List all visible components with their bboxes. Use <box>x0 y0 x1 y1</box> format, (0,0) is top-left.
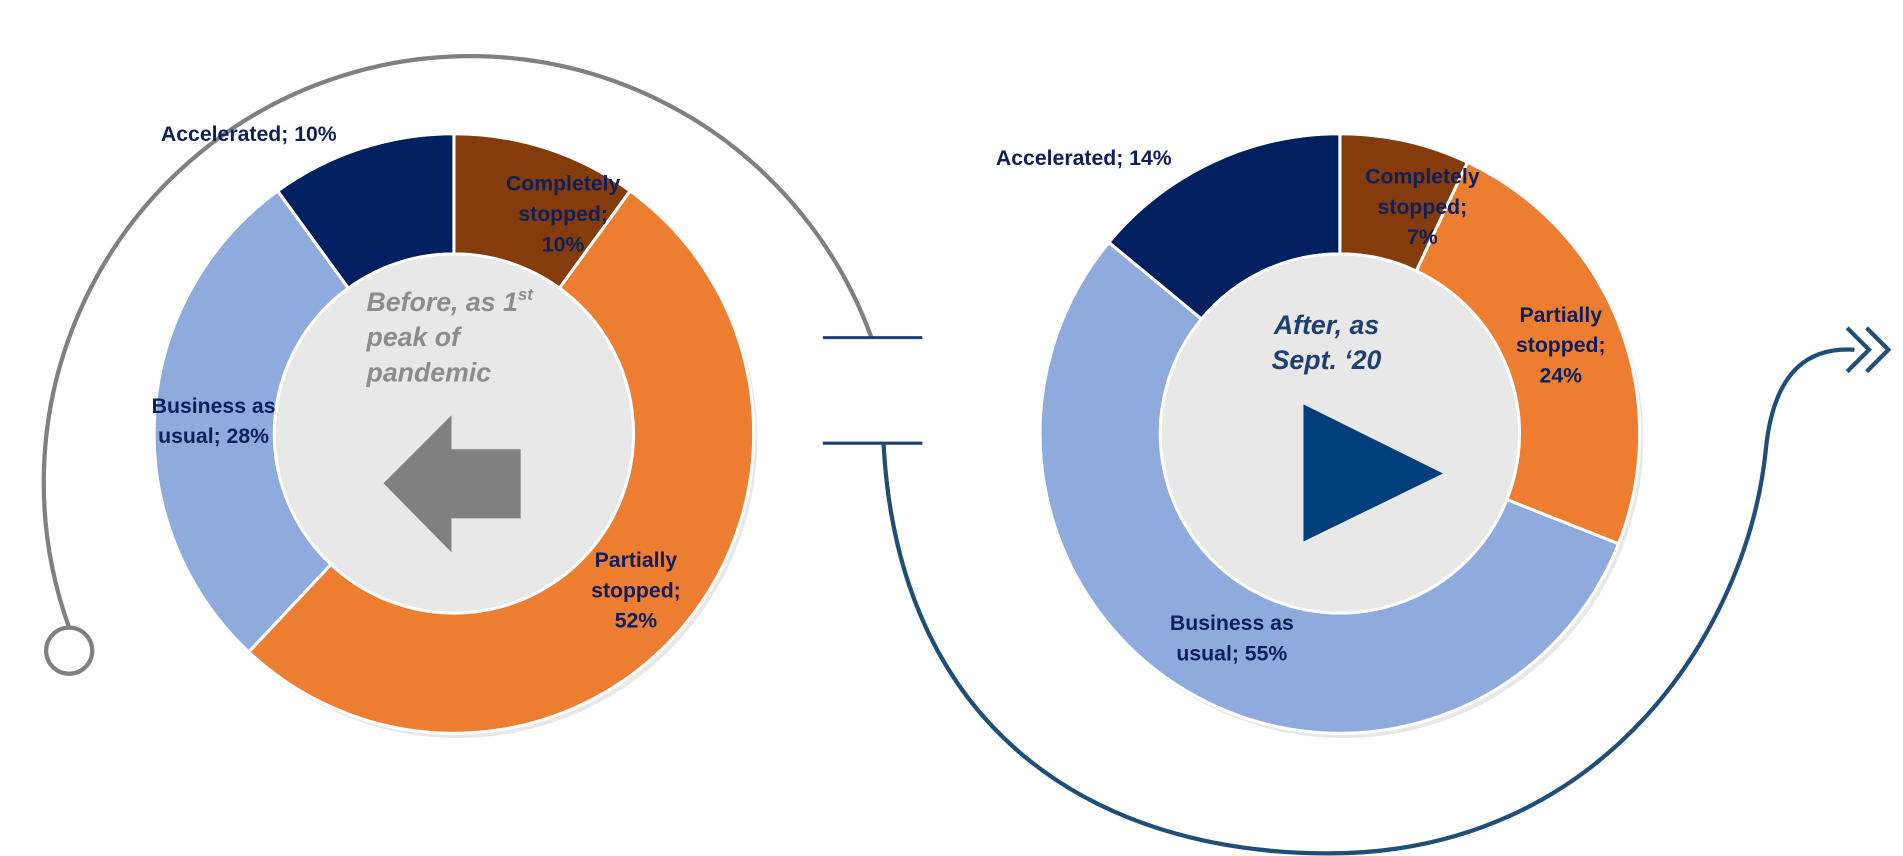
data-label: Accelerated; 10% <box>161 123 337 146</box>
label-line: 10% <box>542 233 585 256</box>
data-label: Partially stopped; 24% <box>1516 304 1606 388</box>
label-line: stopped; <box>591 579 681 602</box>
label-line: Accelerated; 14% <box>996 147 1172 170</box>
label-line: usual; 55% <box>1176 642 1287 665</box>
label-line: Completely <box>506 173 621 196</box>
label-line: Business as <box>152 395 276 418</box>
chevron <box>1845 326 1892 374</box>
label-line: Partially <box>1519 304 1602 327</box>
data-label: Business as usual; 55% <box>1170 612 1294 665</box>
label-line: Business as <box>1170 612 1294 635</box>
data-label: Completely stopped; 10% <box>506 173 621 257</box>
label-line: 7% <box>1407 226 1438 249</box>
label-line: stopped; <box>1516 334 1606 357</box>
start-circle <box>43 625 95 676</box>
donut-segment <box>1038 240 1621 735</box>
donut-segment <box>1106 132 1342 322</box>
label-line: 52% <box>615 610 658 633</box>
data-label: Accelerated; 14% <box>996 147 1172 170</box>
label-line: usual; 28% <box>158 425 269 448</box>
label-line: stopped; <box>518 203 608 226</box>
donut-segment <box>1414 160 1642 546</box>
center-label: Before, as 1st <box>367 285 535 317</box>
label-line: stopped; <box>1378 196 1468 219</box>
donut-segment <box>246 188 756 735</box>
data-label: Completely stopped; 7% <box>1365 165 1480 249</box>
label-line: Accelerated; 10% <box>161 123 337 146</box>
label-line: 24% <box>1540 364 1583 387</box>
data-label: Business as usual; 28% <box>152 395 276 448</box>
data-label: Partially stopped; 52% <box>591 549 681 633</box>
superscript: st <box>518 285 534 304</box>
donut-segment <box>152 188 351 655</box>
left-arrow <box>383 415 521 553</box>
charts: Completely stopped; 10% Partially stopped; 52… <box>152 123 1644 739</box>
label-line: Partially <box>595 549 678 572</box>
play-triangle <box>1303 404 1444 542</box>
center-label: Sept. ‘20 <box>1272 345 1382 375</box>
center-label: peak of <box>366 322 464 352</box>
center-label: pandemic <box>366 357 492 387</box>
donut-segment <box>275 132 456 291</box>
label-line: Completely <box>1365 165 1480 188</box>
center-label: After, as <box>1273 310 1379 340</box>
blue-arc <box>881 347 1855 856</box>
gray-arc <box>41 54 874 629</box>
